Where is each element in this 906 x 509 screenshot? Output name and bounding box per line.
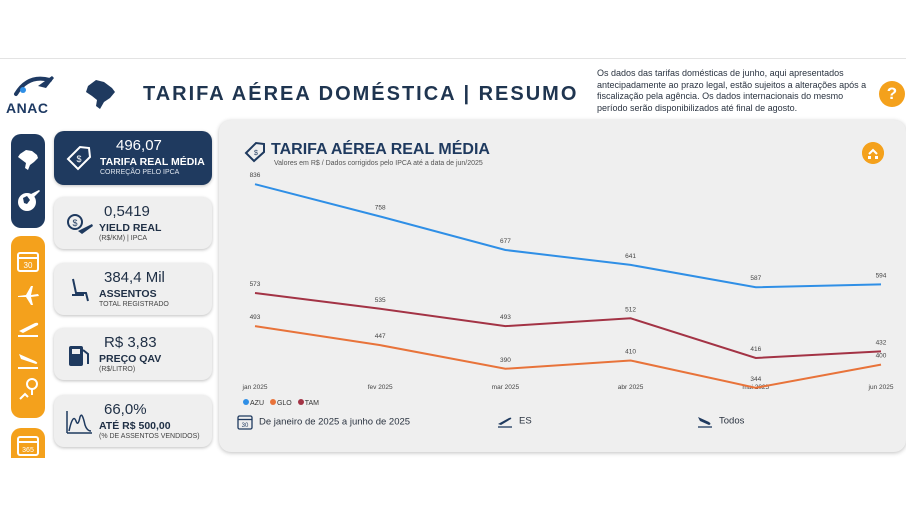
calendar-icon: 30 (237, 415, 253, 430)
data-label-azu: 836 (250, 172, 261, 179)
data-label-azu: 758 (375, 204, 386, 211)
kpi-average-fare-sub: CORREÇÃO PELO IPCA (100, 169, 180, 176)
data-label-glo: 493 (250, 314, 261, 321)
x-tick-label: jan 2025 (242, 384, 268, 391)
price-tag-icon: $ (66, 145, 92, 171)
nav-takeoff-button[interactable] (15, 314, 41, 340)
x-tick-label: abr 2025 (618, 384, 644, 391)
legend-label-azu: AZU (250, 399, 264, 407)
kpi-fuel-price-sub: (R$/LITRO) (99, 366, 136, 373)
kpi-card-yield[interactable]: $ 0,5419 YIELD REAL (R$/KM) | IPCA (54, 197, 212, 249)
legend-item-tam[interactable]: TAM (297, 399, 319, 407)
x-tick-label: fev 2025 (368, 384, 393, 391)
data-label-glo: 410 (625, 348, 636, 355)
nav-landing-button[interactable] (15, 346, 41, 372)
origin-filter-value: ES (519, 415, 532, 427)
destination-filter[interactable]: Todos (697, 414, 744, 428)
nav-airplane-button[interactable] (15, 282, 41, 308)
nav-annual-button[interactable]: 365 (15, 432, 41, 458)
data-label-tam: 535 (375, 297, 386, 304)
nav-group-annual: 365 (11, 428, 45, 458)
brazil-map-icon (86, 80, 115, 109)
page-title: TARIFA AÉREA DOMÉSTICA | RESUMO (143, 83, 579, 105)
kpi-seats-value: 384,4 Mil (104, 269, 165, 286)
takeoff-icon (498, 417, 512, 428)
kpi-seats-under-500-value: 66,0% (104, 401, 147, 418)
kpi-card-seats[interactable]: 384,4 Mil ASSENTOS TOTAL REGISTRADO (54, 263, 212, 315)
origin-filter[interactable]: ES (497, 414, 532, 428)
calendar-year-label: 365 (22, 447, 34, 454)
series-line-azu[interactable] (254, 183, 882, 289)
nav-international-button[interactable] (15, 188, 41, 214)
x-tick-label: mar 2025 (492, 384, 520, 391)
anac-logo-text: ANAC (6, 100, 49, 116)
data-label-tam: 512 (625, 306, 636, 313)
series-line-glo[interactable] (254, 325, 882, 389)
kpi-fuel-price-label: PREÇO QAV (99, 353, 162, 365)
series-line-tam[interactable] (254, 292, 882, 360)
data-label-glo: 344 (750, 376, 761, 383)
dollar-plane-icon: $ (67, 214, 93, 234)
data-label-tam: 493 (500, 314, 511, 321)
data-label-azu: 594 (876, 272, 887, 279)
data-disclaimer: Os dados das tarifas domésticas de junho… (597, 68, 867, 113)
help-button[interactable]: ? (879, 81, 905, 107)
svg-text:$: $ (254, 150, 258, 157)
landing-icon (698, 417, 712, 428)
kpi-card-average-fare[interactable]: $ 496,07 TARIFA REAL MÉDIA CORREÇÃO PELO… (54, 131, 212, 185)
data-label-azu: 677 (500, 238, 511, 245)
kpi-fuel-price-value: R$ 3,83 (104, 334, 157, 351)
kpi-seats-under-500-label: ATÉ R$ 500,00 (99, 420, 171, 432)
svg-text:$: $ (76, 154, 81, 164)
nav-group-scope (11, 134, 45, 228)
nav-group-views: 30 (11, 236, 45, 418)
period-filter-value: De janeiro de 2025 a junho de 2025 (259, 416, 411, 428)
period-day-label: 30 (242, 423, 249, 429)
kpi-yield-sub: (R$/KM) | IPCA (99, 235, 148, 242)
price-tag-icon: $ (244, 141, 265, 163)
anac-logo-icon (14, 76, 54, 96)
data-label-tam: 432 (876, 339, 887, 346)
kpi-average-fare-label: TARIFA REAL MÉDIA (100, 156, 205, 168)
legend-item-azu[interactable]: AZU (243, 399, 264, 407)
fuel-pump-icon (69, 346, 89, 366)
data-label-glo: 447 (375, 333, 386, 340)
chart-title: TARIFA AÉREA REAL MÉDIA (271, 141, 490, 158)
kpi-yield-value: 0,5419 (104, 203, 150, 220)
kpi-seats-under-500-sub: (% DE ASSENTOS VENDIDOS) (99, 433, 200, 440)
data-label-azu: 641 (625, 253, 636, 260)
data-label-tam: 573 (250, 281, 261, 288)
legend-label-tam: TAM (304, 399, 319, 407)
chart-subtitle: Valores em R$ / Dados corrigidos pelo IP… (274, 160, 483, 167)
kpi-yield-label: YIELD REAL (99, 222, 162, 234)
expand-chart-button[interactable] (862, 142, 884, 164)
destination-filter-value: Todos (719, 415, 745, 427)
data-label-glo: 390 (500, 357, 511, 364)
legend-item-glo[interactable]: GLO (269, 399, 292, 407)
kpi-card-fuel-price[interactable]: R$ 3,83 PREÇO QAV (R$/LITRO) (54, 328, 212, 380)
nav-calendar-button[interactable]: 30 (15, 248, 41, 274)
data-label-azu: 587 (750, 275, 761, 282)
data-label-tam: 416 (750, 346, 761, 353)
legend-label-glo: GLO (276, 399, 292, 407)
kpi-seats-label: ASSENTOS (99, 288, 157, 300)
period-filter[interactable]: 30 De janeiro de 2025 a junho de 2025 (237, 414, 410, 430)
data-label-glo: 400 (876, 353, 887, 360)
kpi-seats-sub: TOTAL REGISTRADO (99, 301, 169, 308)
calendar-day-label: 30 (24, 261, 33, 270)
kpi-average-fare-value: 496,07 (116, 137, 162, 154)
distribution-icon (66, 411, 92, 434)
x-tick-label: jun 2025 (868, 384, 894, 391)
nav-domestic-button[interactable] (15, 146, 41, 172)
nav-route-button[interactable] (15, 376, 41, 402)
top-divider (0, 58, 906, 59)
seat-icon (72, 278, 89, 302)
kpi-card-seats-under-500[interactable]: 66,0% ATÉ R$ 500,00 (% DE ASSENTOS VENDI… (54, 395, 212, 447)
chart-legend: AZU GLO TAM (243, 399, 323, 407)
svg-text:$: $ (72, 218, 77, 228)
